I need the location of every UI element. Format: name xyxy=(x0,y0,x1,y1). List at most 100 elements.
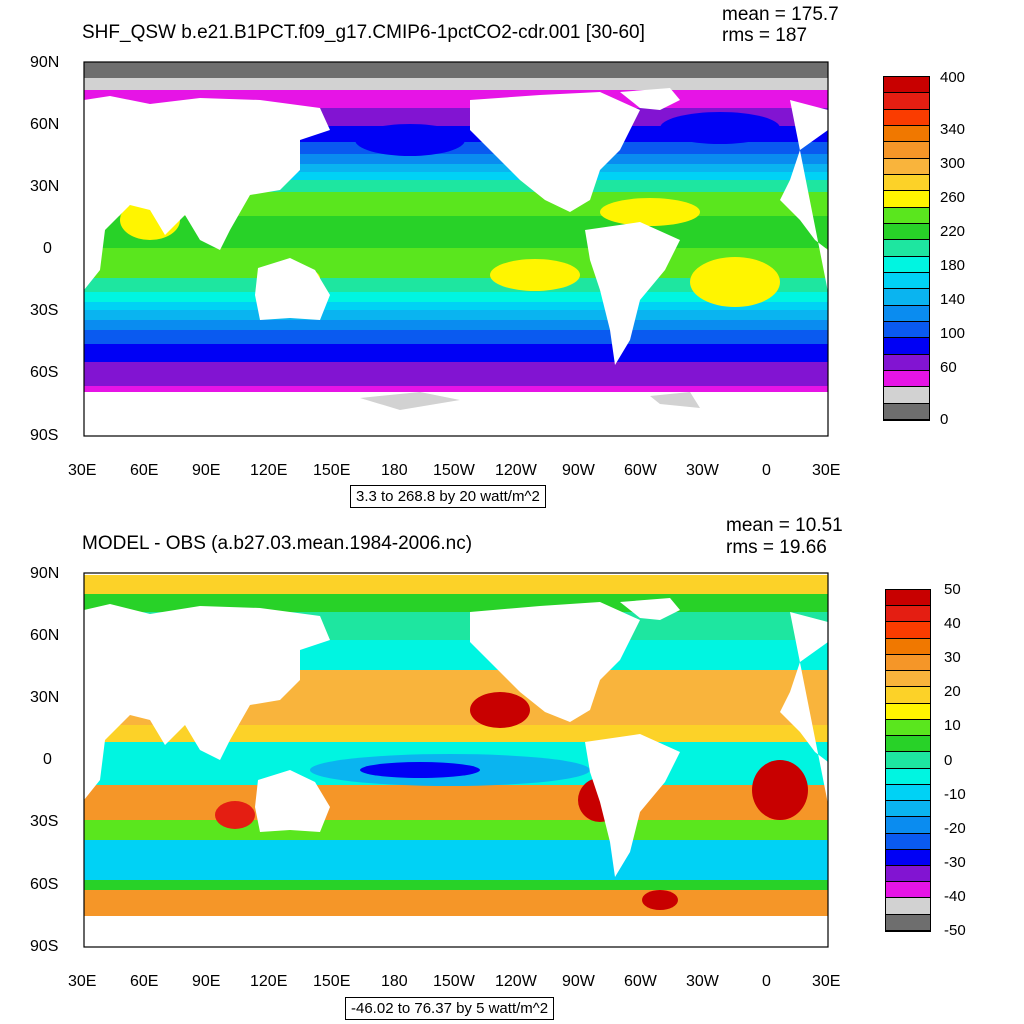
colorbar-swatch xyxy=(884,191,929,208)
panel1-lon-10: 30W xyxy=(686,462,719,479)
panel2-lon-9: 60W xyxy=(624,973,657,990)
colorbar-label: 40 xyxy=(944,615,961,632)
colorbar-label: 260 xyxy=(940,189,966,206)
panel1-lon-4: 150E xyxy=(313,462,351,479)
colorbar-label: 30 xyxy=(944,649,961,666)
panel2-lon-6: 150W xyxy=(433,973,475,990)
colorbar-swatch xyxy=(884,142,929,159)
panel2-lon-0: 30E xyxy=(68,973,97,990)
panel2-lat-30s: 30S xyxy=(30,813,59,830)
colorbar-swatch xyxy=(884,289,929,306)
colorbar-swatch xyxy=(886,590,930,607)
colorbar-label: 20 xyxy=(944,683,961,700)
colorbar-label: -30 xyxy=(944,854,966,871)
panel1-lon-5: 180 xyxy=(381,462,408,479)
colorbar-label: 220 xyxy=(940,223,966,240)
colorbar-swatch xyxy=(884,338,929,355)
colorbar-swatch xyxy=(886,606,930,623)
colorbar-swatch xyxy=(886,687,930,704)
colorbar-swatch xyxy=(886,736,930,753)
colorbar-label: 0 xyxy=(940,411,949,428)
panel2-lon-4: 150E xyxy=(313,973,351,990)
panel2-lon-10: 30W xyxy=(686,973,719,990)
colorbar-label: 340 xyxy=(940,121,966,138)
panel1-lat-30s: 30S xyxy=(30,302,59,319)
colorbar-label: 140 xyxy=(940,291,966,308)
panel2-rms: rms = 19.66 xyxy=(726,537,827,558)
colorbar-swatch xyxy=(886,898,930,915)
colorbar-swatch xyxy=(886,784,930,802)
panel2-lat-30n: 30N xyxy=(30,689,60,706)
panel2-title: MODEL - OBS (a.b27.03.mean.1984-2006.nc) xyxy=(82,533,473,554)
panel2-lon-3: 120E xyxy=(250,973,288,990)
colorbar-label: 400 xyxy=(940,69,966,86)
colorbar-swatch xyxy=(884,158,929,175)
colorbar-swatch xyxy=(886,654,930,672)
panel1-lon-6: 150W xyxy=(433,462,475,479)
panel1-lon-1: 60E xyxy=(130,462,159,479)
colorbar-label: 50 xyxy=(944,581,961,598)
panel1-lon-7: 120W xyxy=(495,462,537,479)
panel2-lon-5: 180 xyxy=(381,973,408,990)
panel1-lon-0: 30E xyxy=(68,462,97,479)
panel2-range-info: -46.02 to 76.37 by 5 watt/m^2 xyxy=(345,997,555,1020)
colorbar-swatch xyxy=(886,801,930,818)
panel1-rms: rms = 187 xyxy=(722,25,808,46)
colorbar-swatch xyxy=(884,125,929,143)
colorbar-swatch xyxy=(884,256,929,273)
colorbar-swatch xyxy=(884,387,929,404)
colorbar-swatch xyxy=(884,77,929,94)
panel2-mean: mean = 10.51 xyxy=(726,515,843,536)
panel1-lat-30n: 30N xyxy=(30,178,60,195)
colorbar-swatch xyxy=(886,914,930,931)
colorbar-label: 180 xyxy=(940,257,966,274)
colorbar-swatch xyxy=(886,882,930,899)
panel1-lon-2: 90E xyxy=(192,462,221,479)
colorbar-swatch xyxy=(886,768,930,785)
colorbar-swatch xyxy=(886,865,930,883)
colorbar-label: -40 xyxy=(944,888,966,905)
panel2-lon-7: 120W xyxy=(495,973,537,990)
colorbar-swatch xyxy=(886,703,930,720)
colorbar-label: 60 xyxy=(940,359,957,376)
panel1-lon-11: 0 xyxy=(762,462,771,479)
panel1-lon-3: 120E xyxy=(250,462,288,479)
panel2-lon-12: 30E xyxy=(812,973,841,990)
colorbar-swatch xyxy=(884,207,929,224)
colorbar-swatch xyxy=(886,638,930,655)
panel2-lat-90s: 90S xyxy=(30,938,59,955)
colorbar-label: 0 xyxy=(944,752,953,769)
colorbar-swatch xyxy=(886,671,930,688)
colorbar-swatch xyxy=(886,833,930,850)
colorbar-swatch xyxy=(884,240,929,257)
panel2-lat-60s: 60S xyxy=(30,876,59,893)
panel2-colorbar xyxy=(885,589,931,932)
colorbar-label: 10 xyxy=(944,717,961,734)
panel1-title: SHF_QSW b.e21.B1PCT.f09_g17.CMIP6-1pctCO… xyxy=(82,22,645,43)
panel1-lat-60s: 60S xyxy=(30,364,59,381)
colorbar-swatch xyxy=(886,622,930,639)
panel1-lon-12: 30E xyxy=(812,462,841,479)
colorbar-label: -10 xyxy=(944,786,966,803)
panel2-lat-60n: 60N xyxy=(30,627,60,644)
colorbar-swatch xyxy=(886,849,930,866)
colorbar-swatch xyxy=(884,321,929,339)
colorbar-swatch xyxy=(884,403,929,420)
colorbar-swatch xyxy=(884,370,929,388)
colorbar-swatch xyxy=(884,223,929,241)
colorbar-label: 300 xyxy=(940,155,966,172)
colorbar-swatch xyxy=(884,109,929,126)
colorbar-swatch xyxy=(884,174,929,192)
colorbar-swatch xyxy=(884,354,929,371)
panel1-lat-60n: 60N xyxy=(30,116,60,133)
panel2-lat-90n: 90N xyxy=(30,565,60,582)
panel2-lon-2: 90E xyxy=(192,973,221,990)
colorbar-label: -50 xyxy=(944,922,966,939)
panel2-lon-11: 0 xyxy=(762,973,771,990)
colorbar-swatch xyxy=(886,752,930,769)
colorbar-swatch xyxy=(886,817,930,834)
colorbar-swatch xyxy=(884,305,929,322)
panel1-colorbar xyxy=(883,76,930,421)
